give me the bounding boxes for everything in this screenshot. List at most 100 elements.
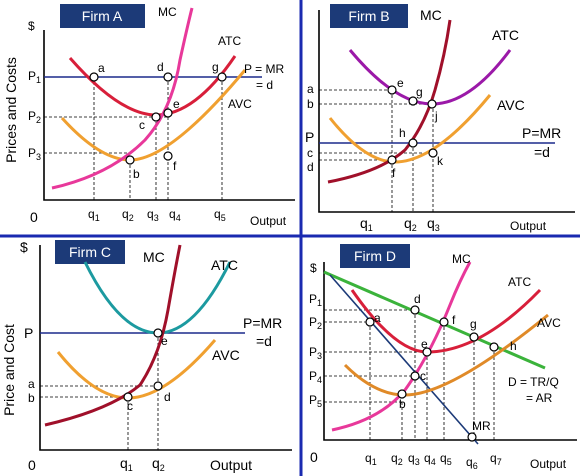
firm-d-point-mr-axis (467, 432, 477, 442)
svg-text:q1: q1 (88, 207, 100, 223)
firm-c-atc-curve (83, 261, 232, 335)
firm-c-ylabel: Price and Cost (1, 324, 17, 416)
firm-c-price-line-label: P=MR (243, 315, 282, 331)
svg-text:P5: P5 (309, 393, 322, 409)
firm-c-guides (40, 333, 159, 450)
firm-b-axes (318, 10, 575, 213)
firm-b-point-f (387, 155, 397, 165)
svg-text:P2: P2 (28, 109, 41, 125)
firm-b-quantity-labels: q1 q2 q3 (360, 215, 440, 233)
firm-a-atc-label: ATC (218, 34, 241, 48)
firm-d-point-label-a: a (374, 311, 381, 325)
firm-a-point-b (125, 155, 135, 165)
firm-a-point-label-b: b (133, 167, 140, 181)
svg-text:b: b (307, 97, 314, 111)
firm-a-point-g (217, 72, 227, 82)
firm-b-atc-label: ATC (492, 27, 519, 43)
firm-d-point-a (365, 317, 375, 327)
firm-d-point-h (489, 342, 499, 352)
firm-d-point-e (422, 347, 432, 357)
firm-d-point-g (469, 332, 479, 342)
firm-a-dollar: $ (28, 19, 35, 33)
firm-a-atc-curve (68, 55, 237, 117)
firm-c-point-e (153, 328, 163, 338)
firm-a-point-label-c: c (139, 118, 145, 132)
firm-b-point-j (427, 99, 437, 109)
svg-text:q1: q1 (120, 455, 133, 473)
svg-text:c: c (307, 146, 313, 160)
firm-a-point-d (163, 72, 173, 82)
firm-d-title-bg (340, 244, 410, 268)
firm-a-axes (43, 30, 295, 201)
svg-text:P3: P3 (28, 146, 41, 162)
firm-d-axes (323, 262, 577, 441)
firm-b-point-e (387, 85, 397, 95)
svg-text:q2: q2 (122, 207, 134, 223)
firm-a-title-bg (60, 4, 145, 28)
svg-text:P: P (24, 325, 33, 341)
firm-a-point-a (89, 72, 99, 82)
firm-b-title: Firm B (348, 8, 389, 24)
firm-a-price-line-label: P = MR (244, 62, 284, 76)
firm-d-point-b (397, 389, 407, 399)
firm-d-mr-label: MR (472, 419, 491, 433)
firm-b-point-label-j: j (434, 109, 438, 123)
firm-a-point-label-e: e (173, 97, 180, 111)
firm-b-guides (319, 89, 434, 212)
firm-d-guides (324, 309, 495, 440)
svg-text:P1: P1 (28, 69, 41, 85)
firm-a-quantity-labels: q1 q2 q3 q4 q5 (88, 207, 226, 223)
firm-a-xlabel: Output (250, 214, 287, 228)
firm-d-dollar: $ (310, 261, 317, 275)
firm-a-point-c (151, 112, 161, 122)
panel-firm-a: Firm A $ Prices and Costs 0 Output a d g… (3, 4, 295, 228)
firm-d-point-f (439, 317, 449, 327)
firm-c-point-label-e: e (161, 334, 168, 348)
firm-c-price-line-label-2: =d (256, 333, 272, 349)
firm-d-point-label-h: h (510, 339, 517, 353)
firm-b-point-k (428, 148, 438, 158)
firm-d-price-labels: P1 P2 P3 P4 P5 (309, 292, 322, 409)
firm-d-demand-curve (323, 270, 546, 370)
firm-d-point-label-b: b (399, 397, 406, 411)
firm-a-title: Firm A (82, 8, 123, 24)
firm-d-point-label-d: d (414, 292, 421, 306)
svg-text:q4: q4 (424, 451, 436, 467)
panel-firm-d: Firm D $ 0 Output d a f g h e c b MC ATC… (309, 244, 577, 471)
firm-b-point-h (408, 138, 418, 148)
firm-b-title-bg (330, 4, 408, 28)
svg-text:q2: q2 (404, 215, 417, 233)
firm-a-avc-label: AVC (228, 97, 252, 111)
firm-d-atc-label: ATC (508, 275, 531, 289)
firm-c-quantity-labels: q1 q2 (120, 455, 165, 473)
firm-c-title-bg (55, 240, 125, 264)
firm-b-point-label-e: e (397, 76, 404, 90)
firm-a-point-f (163, 151, 173, 161)
firm-b-avc-label: AVC (497, 97, 525, 113)
firm-d-mc-curve (331, 261, 472, 432)
svg-text:P3: P3 (309, 345, 322, 361)
firm-d-point-label-c: c (420, 369, 426, 383)
firm-c-y-labels: P a b (24, 325, 35, 405)
svg-text:P: P (305, 129, 314, 145)
firm-d-point-d (410, 305, 420, 315)
firm-b-atc-curve (348, 49, 512, 106)
firm-a-mc-label: MC (158, 5, 177, 19)
firm-a-mc-curve (51, 7, 194, 190)
svg-text:q5: q5 (214, 207, 226, 223)
firm-a-point-e (163, 108, 173, 118)
firm-c-dollar: $ (20, 239, 28, 255)
firm-d-origin: 0 (310, 449, 318, 465)
firm-b-xlabel: Output (510, 219, 547, 233)
svg-text:q2: q2 (391, 451, 403, 467)
firm-b-mc-label: MC (420, 7, 442, 23)
svg-text:q3: q3 (408, 451, 420, 467)
firm-d-demand-label: D = TR/Q (508, 375, 559, 389)
firm-d-quantity-labels: q1 q2 q3 q4 q5 q6 q7 (365, 451, 502, 471)
firm-c-mc-curve (44, 244, 182, 427)
firm-c-origin: 0 (28, 457, 36, 473)
svg-text:q6: q6 (466, 455, 478, 471)
firm-a-origin: 0 (30, 209, 38, 225)
firm-d-title: Firm D (354, 248, 396, 264)
firm-c-point-label-d: d (164, 390, 171, 404)
